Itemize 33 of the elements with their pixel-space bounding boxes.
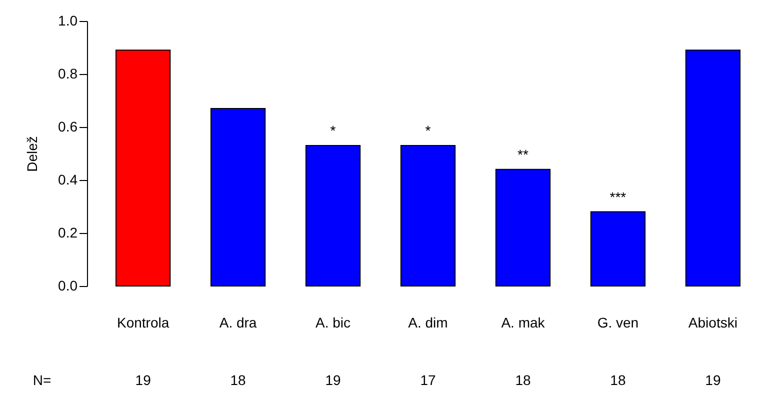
annotation: *** <box>610 188 627 205</box>
text: 18 <box>230 372 246 388</box>
annotation: * <box>425 122 432 139</box>
bar <box>685 50 741 286</box>
y-tick-label: 1.0 <box>58 12 78 28</box>
y-axis-title: Delež <box>24 136 40 172</box>
x-tick-label: A. bic <box>316 314 351 330</box>
annotation: * <box>330 122 336 139</box>
annotation: ** <box>518 146 529 162</box>
x-tick-label: A. mak <box>501 314 546 330</box>
y-tick-label: 0.4 <box>58 172 78 188</box>
text: 19 <box>135 372 152 388</box>
y-tick-label: 0.8 <box>58 66 78 82</box>
y-tick-label: 0.0 <box>58 278 78 294</box>
x-tick-label: A. dim <box>408 314 448 330</box>
x-tick-label: Kontrola <box>116 314 170 330</box>
text: 18 <box>515 372 531 388</box>
y-tick-label: 0.2 <box>58 224 78 240</box>
text: 17 <box>420 372 436 388</box>
bar <box>590 211 646 286</box>
x-tick-label: A. dra <box>219 314 257 330</box>
x-tick-label: G. ven <box>597 314 639 330</box>
bar <box>305 145 361 286</box>
bar <box>115 50 171 286</box>
text: N= <box>32 372 52 388</box>
bar <box>495 168 551 286</box>
bar <box>400 145 456 286</box>
text: 19 <box>705 372 721 388</box>
bar <box>210 108 266 286</box>
text: 19 <box>325 372 342 388</box>
y-tick-label: 0.6 <box>58 118 78 134</box>
text: 18 <box>610 372 626 388</box>
x-tick-label: Abiotski <box>688 314 738 330</box>
